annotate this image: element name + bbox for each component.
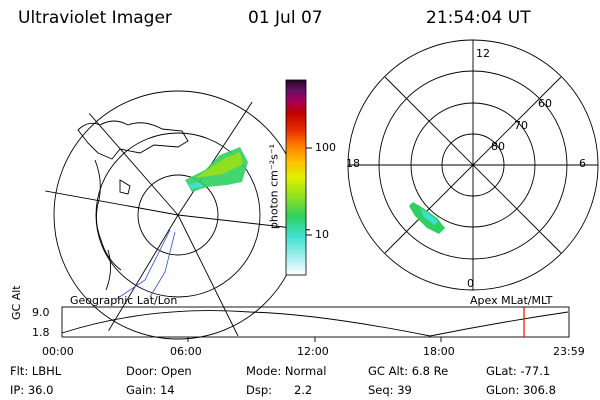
mlat-label-60: 60: [538, 97, 552, 110]
altitude-xtick: 18:00: [423, 345, 455, 358]
aurora-emission: [420, 208, 438, 225]
colorbar-tick-label: 10: [315, 228, 329, 241]
geographic-map: [30, 80, 311, 346]
altitude-xtick: 23:59: [553, 345, 585, 358]
mlt-label-18: 18: [346, 157, 360, 170]
altitude-curve: [61, 310, 569, 337]
altitude-plot: [61, 306, 570, 342]
altitude-ytick: 1.8: [32, 326, 50, 339]
orbit-track: [149, 231, 176, 298]
altitude-xtick: 12:00: [297, 345, 329, 358]
right-panel-caption: Apex MLat/MLT: [470, 294, 553, 307]
latitude-arc: [43, 80, 171, 151]
mlt-line: [384, 76, 562, 254]
mlt-label-0: 0: [467, 277, 474, 290]
longitude-line: [99, 214, 179, 346]
aurora-emission: [195, 152, 243, 178]
gc-alt-info: GC Alt: 6.8 Re: [368, 364, 449, 378]
magnetic-polar-plot: [347, 39, 599, 291]
colorbar-tick-label: 100: [315, 141, 336, 154]
colorbar-scale: [285, 79, 307, 276]
coastline: [119, 179, 131, 195]
time-label: 21:54:04 UT: [426, 8, 531, 28]
longitude-line: [43, 189, 179, 216]
seq-info: Seq: 39: [368, 383, 412, 397]
instrument-title: Ultraviolet Imager: [18, 8, 172, 28]
glat-info: GLat: -77.1: [486, 364, 551, 378]
latitude-arc: [199, 80, 253, 101]
altitude-ytick: 9.0: [32, 306, 50, 319]
mode-info: Mode: Normal: [246, 364, 327, 378]
altitude-xtick: 00:00: [42, 345, 74, 358]
date-label: 01 Jul 07: [248, 8, 323, 28]
latitude-circle: [137, 174, 219, 256]
longitude-line: [177, 214, 241, 341]
coastline: [94, 159, 122, 271]
aurora-emission: [188, 182, 204, 189]
coastline: [30, 126, 40, 135]
mlat-label-70: 70: [514, 119, 528, 132]
filter-info: Flt: LBHL: [10, 364, 62, 378]
glon-info: GLon: 306.8: [486, 383, 556, 397]
latitude-circle: [95, 132, 261, 298]
coastline: [79, 80, 91, 89]
mlt-label-12: 12: [476, 47, 490, 60]
colorbar: [285, 79, 312, 276]
altitude-ylabel: GC Alt: [10, 285, 23, 320]
altitude-xtick: 06:00: [170, 345, 202, 358]
orbit-track: [114, 229, 171, 301]
door-info: Door: Open: [126, 364, 192, 378]
ip-info: IP: 36.0: [10, 383, 54, 397]
dsp-info: Dsp: 2.2: [246, 383, 313, 397]
altitude-frame: [61, 306, 570, 338]
left-panel-caption: Geographic Lat/Lon: [70, 294, 178, 307]
longitude-line: [177, 89, 261, 216]
gain-info: Gain: 14: [126, 383, 175, 397]
mlat-label-80: 80: [491, 140, 505, 153]
coastline: [105, 249, 111, 291]
mlt-label-6: 6: [579, 157, 586, 170]
colorbar-unit-label: photon cm⁻²s⁻¹: [267, 143, 281, 230]
longitude-line: [59, 80, 179, 216]
coastline: [77, 120, 189, 160]
